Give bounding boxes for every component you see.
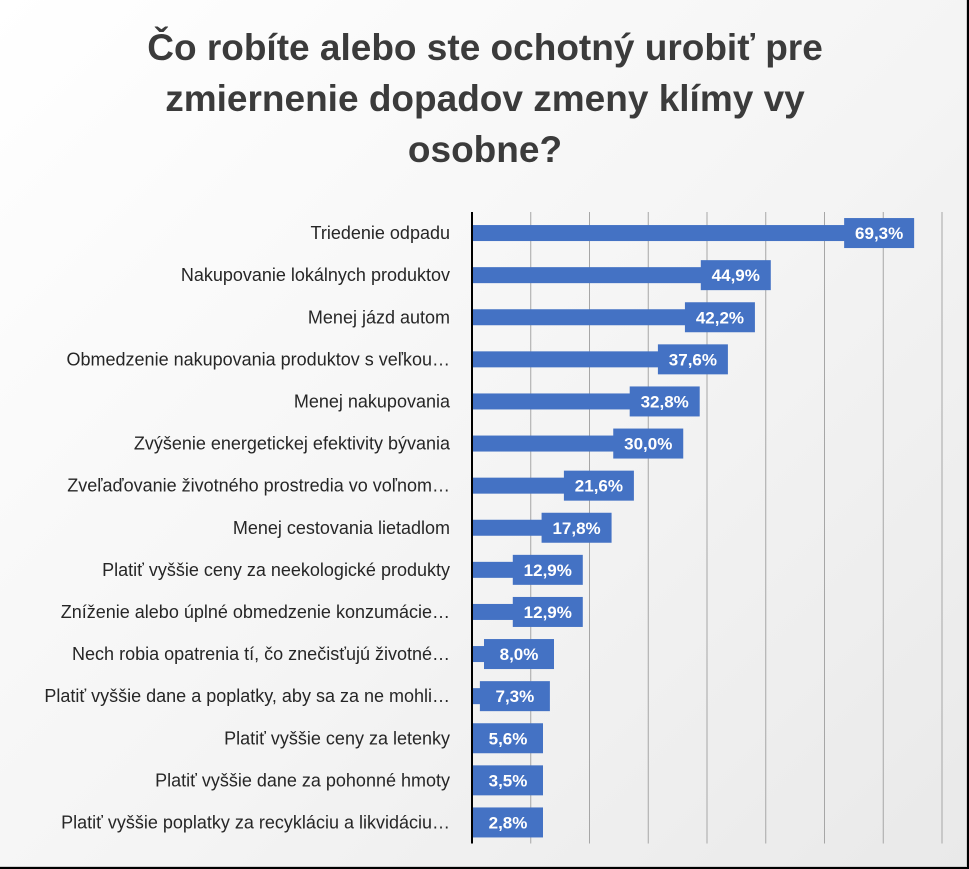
bar (472, 267, 736, 284)
category-label: Zveľaďovanie životného prostredia vo voľ… (67, 476, 450, 496)
bar (472, 225, 880, 242)
category-label: Obmedzenie nakupovania produktov s veľko… (67, 349, 450, 369)
data-label: 30,0% (624, 435, 672, 454)
category-label: Platiť vyššie poplatky za recykláciu a l… (61, 812, 450, 832)
category-label: Nakupovanie lokálnych produktov (181, 265, 450, 285)
data-label: 12,9% (524, 561, 572, 580)
chart-title: Čo robíte alebo ste ochotný urobiť pre z… (147, 27, 823, 170)
data-label: 44,9% (712, 266, 760, 285)
data-label-box (700, 260, 771, 291)
category-label: Zníženie alebo úplné obmedzenie konzumác… (61, 602, 450, 622)
data-label: 42,2% (696, 308, 744, 327)
data-label: 2,8% (489, 813, 528, 832)
data-label-box (479, 681, 550, 712)
data-label-box (563, 470, 634, 501)
data-label-box (473, 807, 543, 838)
data-label-box (844, 218, 915, 249)
category-label: Menej jázd autom (308, 307, 450, 327)
data-label-box (541, 512, 612, 543)
category-label: Menej cestovania lietadlom (233, 518, 450, 538)
data-label: 17,8% (552, 519, 600, 538)
category-label: Triedenie odpadu (311, 223, 450, 243)
data-label: 69,3% (855, 224, 903, 243)
data-label: 8,0% (500, 645, 539, 664)
data-label: 37,6% (669, 350, 717, 369)
category-label: Menej nakupovania (294, 391, 451, 411)
data-label-box (613, 428, 684, 459)
bar (472, 393, 665, 410)
data-label-box (629, 386, 700, 417)
bar (472, 351, 693, 368)
data-label-box (512, 596, 583, 627)
data-label-box (684, 302, 755, 333)
data-label-box (512, 554, 583, 585)
category-label: Zvýšenie energetickej efektivity bývania (134, 434, 451, 454)
data-label-box (657, 344, 728, 375)
data-label-box (484, 639, 554, 670)
data-label: 5,6% (489, 729, 528, 748)
data-label-box (473, 765, 543, 796)
bar (472, 309, 720, 326)
category-label: Platiť vyššie ceny za neekologické produ… (102, 560, 450, 580)
bars: 69,3% 44,9% 42,2% 37,6% 32,8% 30,0% 21,6% 17,8%… (472, 218, 915, 838)
data-label: 21,6% (575, 477, 623, 496)
data-label: 32,8% (641, 392, 689, 411)
data-label: 12,9% (524, 603, 572, 622)
bar (472, 435, 649, 452)
data-label: 7,3% (496, 687, 535, 706)
data-label-box (473, 723, 543, 754)
category-label: Platiť vyššie dane a poplatky, aby sa za… (44, 686, 450, 706)
category-label: Platiť vyššie dane za pohonné hmoty (155, 770, 450, 790)
data-label: 3,5% (489, 771, 528, 790)
category-label: Nech robia opatrenia tí, čo znečisťujú ž… (72, 644, 450, 664)
category-label: Platiť vyššie ceny za letenky (224, 728, 450, 748)
